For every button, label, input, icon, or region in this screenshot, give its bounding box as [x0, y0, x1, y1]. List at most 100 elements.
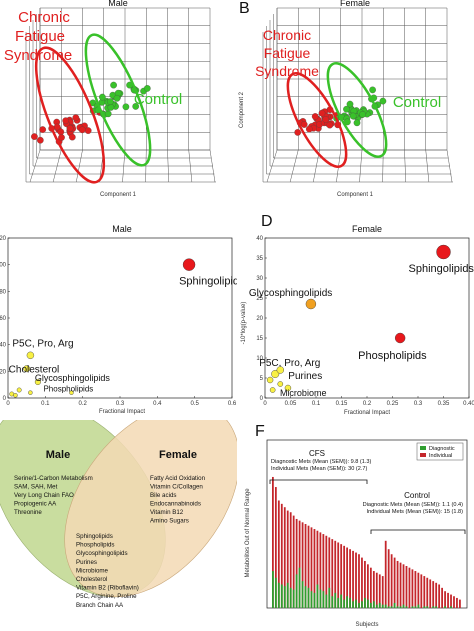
- panel-f-individual-bar: [307, 525, 310, 608]
- venn-female-ellipse: [64, 420, 237, 598]
- panel-a-cfs-point: [58, 134, 65, 141]
- panel-f-diagnostic-bar: [390, 606, 393, 608]
- panel-f-diagnostic-bar: [372, 601, 375, 608]
- panel-b-control-ellipse: [326, 62, 388, 158]
- panel-c-points: Sphingolipids P5C, Pro, Arg CholesterolGly…: [9, 258, 237, 398]
- panel-a-control-point: [99, 93, 106, 101]
- panel-c-xtick: 0.4: [153, 401, 162, 407]
- panel-f-diagnostic-bar: [349, 597, 351, 608]
- panel-f-diagnostic-bar: [384, 604, 387, 608]
- venn-female-list: Fatty Acid Oxidation Vitamin C/CollagenBi…: [150, 475, 206, 525]
- panel-f-diagnostic-bar: [307, 587, 310, 608]
- panel-a-control-ellipse: [84, 33, 152, 167]
- panel-f-individual-bar: [301, 522, 304, 608]
- panel-d-ytick: 15: [256, 336, 263, 342]
- panel-f-individual-bar: [286, 510, 289, 608]
- panel-f-diagnostic-bar: [331, 596, 334, 608]
- venn-shared-item: Vitamin B2 (Riboflavin): [76, 585, 139, 592]
- panel-a-cfs-point: [72, 114, 80, 122]
- panel-d-ytick: 40: [256, 236, 263, 242]
- panel-f-diagnostic-bar: [337, 597, 340, 608]
- panel-f-legend-swatch: [420, 446, 426, 450]
- panel-d-point: [269, 387, 276, 393]
- panel-f-diagnostic-bar: [450, 606, 452, 608]
- panel-a-control-point: [132, 103, 140, 110]
- panel-b-3d-grid: [262, 7, 453, 183]
- panel-f-diagnostic-bar: [334, 592, 337, 608]
- panel-f-diagnostic-bar: [343, 599, 346, 608]
- panel-f-legend-swatch: [420, 453, 426, 457]
- panel-f-diagnostic-bar: [319, 589, 322, 608]
- panel-d-ytick: 25: [256, 296, 263, 302]
- panel-c-point: [28, 390, 33, 395]
- panel-f-cfs-stat: Individual Mets (Mean (SEM)): 30 (2.7): [271, 466, 368, 472]
- panel-a-cfs-point: [84, 127, 92, 134]
- panel-a-cfs-point: [78, 126, 86, 134]
- panel-c-point: [23, 365, 31, 373]
- panel-c-point-label: Glycosphingolipids: [35, 373, 111, 383]
- panel-f-diagnostic-bar: [432, 606, 435, 608]
- panel-f-individual-bar: [310, 527, 313, 608]
- panel-d-point: [276, 366, 284, 374]
- panel-d-ytick: 30: [256, 276, 263, 282]
- panel-f-individual-bar: [375, 572, 378, 608]
- panel-f-individual-bar: [331, 539, 334, 608]
- panel-d-xtick: 0.2: [363, 401, 372, 407]
- panel-a-pca-male: Male Chronic Fatigue Syndrome Control Co…: [4, 0, 216, 198]
- panel-d-point: [436, 244, 451, 260]
- panel-f-individual-bar: [295, 518, 298, 608]
- venn-shared-item: Purines: [76, 559, 97, 566]
- panel-f-diagnostic-bar: [361, 601, 363, 608]
- panel-c-point: [16, 387, 22, 393]
- panel-b-control-point: [369, 86, 376, 94]
- venn-female-item: Amino Sugars: [150, 518, 189, 525]
- panel-f-individual-bar: [343, 545, 346, 608]
- panel-f-diagnostic-bar: [405, 606, 408, 608]
- panel-f-diagnostic-bar: [283, 586, 286, 608]
- panel-d-ytick: 0: [260, 396, 264, 402]
- panel-f-individual-bar: [346, 547, 348, 608]
- panel-f-individual-bar: [393, 557, 396, 608]
- panel-f-control-stat: Individual Mets (Mean (SEM)): 15 (1.8): [367, 509, 464, 515]
- panel-d-xtick: 0.1: [312, 401, 321, 407]
- panel-c-ytick: 40: [0, 343, 7, 349]
- panel-f-cfs-stat: Diagnostic Mets (Mean (SEM)): 9.8 (1.3): [271, 459, 372, 465]
- panel-f-individual-bar: [322, 534, 325, 608]
- panel-f-individual-bar: [372, 571, 375, 608]
- panel-f-individual-bar: [420, 574, 423, 608]
- panel-f-diagnostic-bar: [316, 584, 319, 608]
- panel-a-cfs-point: [68, 133, 76, 141]
- venn-shared-item: Phospholipids: [76, 542, 115, 549]
- venn-female-item: Fatty Acid Oxidation: [150, 475, 206, 482]
- panel-f-individual-bar: [289, 512, 292, 608]
- panel-d-title: Female: [352, 224, 382, 234]
- panel-b-cfs-label-2: Fatigue: [264, 45, 311, 61]
- panel-c-point: [26, 351, 35, 360]
- panel-a-title: Male: [108, 0, 128, 8]
- panel-f-individual-bar: [367, 564, 369, 608]
- panel-a-cfs-point: [62, 117, 70, 125]
- panel-f-diagnostic-bar: [364, 597, 366, 608]
- panel-f-diagnostic-bar: [328, 587, 331, 608]
- panel-d-xtick: 0.40: [463, 401, 474, 407]
- panel-b-xlabel: Component 1: [337, 192, 374, 198]
- panel-f-diagnostic-bar: [304, 586, 307, 608]
- panel-a-cfs-label-2: Fatigue: [15, 28, 65, 45]
- panel-f-diagnostic-bar: [381, 604, 384, 608]
- panel-f-diagnostic-bar: [387, 606, 390, 608]
- panel-d-point-label: Glycosphingolipids: [249, 288, 332, 299]
- panel-f-individual-bar: [423, 576, 426, 608]
- panel-f-individual-bar: [361, 557, 363, 608]
- panel-f-diagnostic-bar: [414, 606, 417, 608]
- panel-f-diagnostic-bar: [435, 606, 438, 608]
- panel-d-xtick: 0.3: [414, 401, 423, 407]
- panel-b-cfs-point: [322, 116, 330, 123]
- panel-a-cfs-label-3: Syndrome: [4, 47, 72, 64]
- panel-f-individual-bar: [441, 587, 443, 608]
- panel-f-individual-bar: [432, 581, 435, 608]
- venn-shared-item: Cholesterol: [76, 576, 107, 583]
- panel-d-point-label: Sphingolipids: [409, 263, 474, 275]
- panel-a-cfs-label-1: Chronic: [18, 9, 70, 26]
- panel-d-point: [266, 376, 274, 384]
